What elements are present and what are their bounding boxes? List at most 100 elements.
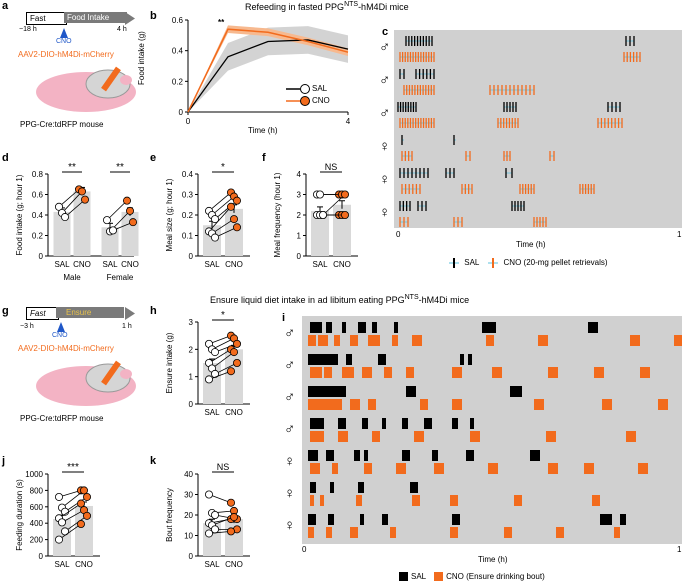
h-pair-line: [208, 348, 232, 364]
ensure-intake-bar-chart: 0 1 2 3 Ensure intake (g) SAL CNO *: [165, 310, 250, 417]
raster-c-events: [397, 36, 641, 227]
e-pair-line: [211, 196, 235, 216]
d-bar: [101, 227, 119, 256]
b-significance: **: [218, 18, 225, 27]
i-sal-bout: [354, 450, 360, 461]
i-cno-bout: [614, 527, 620, 538]
male-symbol-icon: ♂: [284, 421, 296, 438]
e-sal-point: [211, 215, 220, 224]
fasting-timeline: Fast Food Intake: [26, 12, 138, 25]
ensure-timeline: Fast Ensure: [26, 307, 138, 320]
d-ytick-label: 0.4: [32, 211, 44, 220]
e-cno-point: [233, 196, 242, 205]
d-sig-label: **: [68, 162, 76, 173]
h-sal-point: [205, 375, 214, 384]
e-ytick-label: 0.1: [182, 232, 194, 241]
f-sal-point: [316, 190, 325, 199]
c-xtick-0: 0: [396, 230, 401, 239]
i-sal-bout: [326, 450, 334, 461]
j-pair-line: [61, 490, 85, 508]
e-ytick-label: 0.2: [182, 211, 194, 220]
b-legend-markers: [286, 84, 310, 106]
top-title: Refeeding in fasted PPGNTS-hM4Di mice: [245, 1, 409, 12]
i-sal-bout: [588, 322, 598, 333]
h-ytick-label: 3: [189, 318, 194, 327]
d-ytick-label: 0.8: [32, 170, 44, 179]
i-cno-bout: [390, 527, 396, 538]
male-symbol-icon: ♂: [379, 105, 391, 122]
k-sig-label: NS: [217, 462, 230, 472]
i-sal-bout: [378, 354, 386, 365]
i-cno-bout: [514, 495, 522, 506]
i-sal-bout: [488, 322, 496, 333]
d-cno-point: [123, 196, 132, 205]
k-ytick-label: 40: [184, 470, 193, 479]
i-sal-bout: [424, 418, 432, 429]
i-sal-bout: [360, 514, 364, 525]
e-cno-point: [230, 215, 239, 224]
i-cno-bout: [414, 431, 424, 442]
i-cno-bout: [318, 335, 328, 346]
d-group-label: Male: [63, 273, 81, 282]
i-sal-bout: [310, 418, 324, 429]
i-cno-bout: [320, 495, 324, 506]
d-xtick-label: SAL: [102, 260, 118, 269]
panel-label-g: g: [2, 305, 9, 317]
j-pair-line: [64, 496, 88, 513]
raster-c-sex-labels: ♂ ♂ ♂ ♀ ♀ ♀: [379, 30, 393, 228]
i-cno-bout: [350, 335, 358, 346]
h-sig-label: *: [221, 310, 225, 321]
panel-label-d: d: [2, 152, 9, 164]
k-ytick-label: 30: [184, 491, 193, 500]
e-sal-point: [211, 233, 220, 242]
d-sal-point: [109, 226, 118, 235]
i-cno-bout: [392, 335, 398, 346]
j-sig-label: ***: [67, 462, 79, 473]
i-cno-bout: [332, 463, 338, 474]
female-symbol-icon: ♀: [379, 138, 391, 155]
c-xtick-1: 1: [677, 230, 682, 239]
i-cno-bout: [364, 463, 372, 474]
f-ytick-label: 3: [297, 191, 302, 200]
b-legend-cno: CNO: [312, 96, 330, 105]
i-sal-bout: [402, 418, 408, 429]
male-symbol-icon: ♂: [379, 72, 391, 89]
i-sal-bout: [460, 354, 464, 365]
k-sal-point: [205, 490, 214, 499]
female-symbol-icon: ♀: [379, 171, 391, 188]
k-ytick-label: 10: [184, 532, 193, 541]
i-cno-bout: [420, 399, 428, 410]
female-symbol-icon: ♀: [284, 453, 296, 470]
i-cno-bout: [310, 463, 320, 474]
i-sal-bout: [308, 514, 316, 525]
i-cno-bout: [384, 367, 392, 378]
h-ylabel: Ensure intake (g): [165, 332, 174, 393]
k-ytick-label: 20: [184, 511, 193, 520]
panel-label-j: j: [2, 455, 6, 467]
i-cno-bout: [350, 399, 360, 410]
e-xtick-label: SAL: [204, 260, 220, 269]
mouse-label: PPG-Cre:tdRFP mouse: [20, 120, 104, 129]
bottom-title: Ensure liquid diet intake in ad libitum …: [210, 294, 470, 305]
i-cno-bout: [450, 527, 458, 538]
j-cno-point: [83, 511, 92, 520]
cno-tick-icon: [488, 258, 499, 268]
f-ytick-label: 1: [297, 232, 302, 241]
d-bar: [53, 211, 71, 256]
raster-i-sex-labels: ♂ ♂ ♂ ♂ ♀ ♀ ♀: [284, 316, 298, 544]
f-sig-label: NS: [325, 162, 338, 172]
i-cno-bout: [638, 463, 648, 474]
panel-label-f: f: [262, 152, 266, 164]
d-pair-line: [106, 200, 128, 221]
i-cno-bout: [674, 335, 682, 346]
d-bar: [121, 211, 139, 256]
j-ytick-label: 0: [39, 552, 44, 561]
d-ytick-label: 0.2: [32, 232, 44, 241]
i-cno-bout: [538, 335, 548, 346]
i-sal-bout: [600, 514, 612, 525]
i-sal-bout: [326, 322, 332, 333]
timeline-end: 1 h: [122, 323, 132, 330]
k-cno-point: [227, 527, 236, 536]
f-xtick-label: CNO: [333, 260, 351, 269]
